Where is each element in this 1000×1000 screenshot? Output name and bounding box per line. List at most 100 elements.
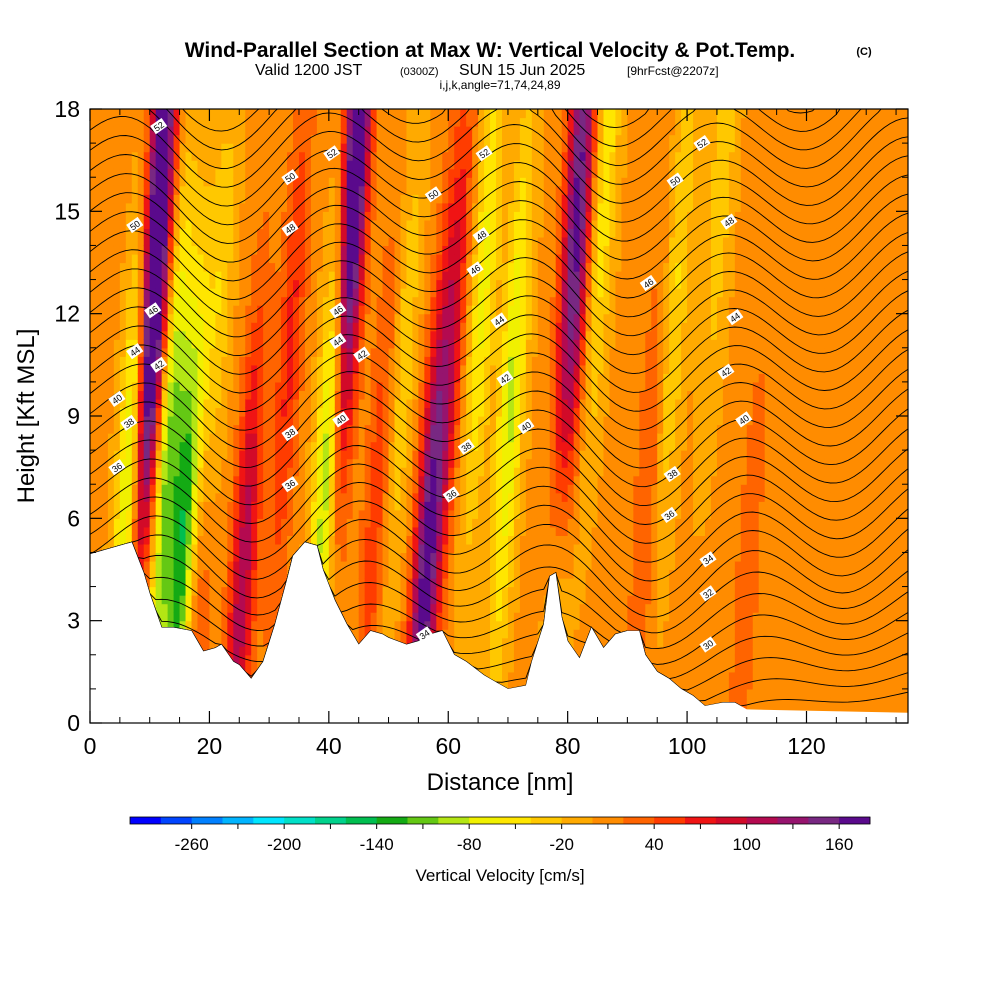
velocity-cell <box>466 168 473 178</box>
velocity-cell <box>340 185 348 195</box>
velocity-cell <box>448 552 455 562</box>
velocity-cell <box>346 202 354 212</box>
velocity-cell <box>143 398 151 409</box>
velocity-cell <box>370 518 378 528</box>
velocity-cell <box>197 492 205 502</box>
velocity-cell <box>370 612 378 622</box>
velocity-cell <box>149 219 157 229</box>
velocity-cell <box>490 398 497 409</box>
velocity-cell <box>298 236 306 247</box>
velocity-cell <box>358 509 366 519</box>
velocity-cell <box>334 219 342 229</box>
velocity-cell <box>400 194 408 204</box>
velocity-cell <box>400 160 408 170</box>
velocity-cell <box>90 492 97 502</box>
velocity-cell <box>358 560 366 571</box>
velocity-cell <box>358 313 366 323</box>
velocity-cell <box>155 543 163 554</box>
velocity-cell <box>382 288 390 298</box>
velocity-cell <box>394 424 402 434</box>
velocity-cell <box>137 492 145 502</box>
velocity-cell <box>239 663 246 673</box>
velocity-cell <box>287 279 294 289</box>
velocity-cell <box>478 424 485 434</box>
velocity-cell <box>490 586 497 596</box>
velocity-cell <box>90 245 97 255</box>
velocity-cell <box>442 390 449 400</box>
velocity-cell <box>239 126 246 136</box>
velocity-cell <box>173 109 181 119</box>
velocity-cell <box>316 194 324 204</box>
velocity-cell <box>382 620 390 630</box>
velocity-cell <box>185 560 193 571</box>
velocity-cell <box>442 356 449 366</box>
velocity-cell <box>454 245 461 255</box>
velocity-cell <box>382 424 390 434</box>
velocity-cell <box>203 194 211 204</box>
velocity-cell <box>298 228 306 238</box>
velocity-cell <box>239 407 246 417</box>
velocity-cell <box>161 398 169 409</box>
velocity-cell <box>406 364 414 374</box>
velocity-cell <box>293 339 300 349</box>
velocity-cell <box>448 126 455 136</box>
velocity-cell <box>131 134 139 144</box>
velocity-cell <box>95 518 103 528</box>
velocity-cell <box>107 296 115 306</box>
velocity-cell <box>167 134 175 144</box>
velocity-cell <box>376 117 384 127</box>
velocity-cell <box>137 390 145 400</box>
velocity-cell <box>460 126 467 136</box>
velocity-cell <box>490 177 497 187</box>
velocity-cell <box>197 424 205 434</box>
velocity-cell <box>167 484 175 494</box>
velocity-cell <box>412 509 419 519</box>
velocity-cell <box>149 211 157 221</box>
velocity-cell <box>388 296 396 306</box>
velocity-cell <box>215 134 222 144</box>
velocity-cell <box>466 416 473 426</box>
velocity-cell <box>293 492 300 502</box>
velocity-cell <box>472 271 479 281</box>
velocity-cell <box>113 253 121 264</box>
velocity-cell <box>161 416 169 426</box>
velocity-cell <box>346 398 354 409</box>
velocity-cell <box>304 262 312 272</box>
velocity-cell <box>430 134 437 144</box>
velocity-cell <box>472 279 479 289</box>
velocity-cell <box>239 526 246 536</box>
velocity-cell <box>430 271 437 281</box>
velocity-cell <box>346 177 354 187</box>
velocity-cell <box>179 151 187 161</box>
velocity-cell <box>101 535 109 545</box>
velocity-cell <box>215 245 222 255</box>
velocity-cell <box>209 211 216 221</box>
velocity-cell <box>215 219 222 229</box>
velocity-cell <box>448 458 455 468</box>
velocity-cell <box>424 185 431 195</box>
velocity-cell <box>233 467 240 477</box>
velocity-cell <box>185 313 193 323</box>
velocity-cell <box>131 407 139 417</box>
velocity-cell <box>478 185 485 195</box>
velocity-cell <box>316 109 324 119</box>
velocity-cell <box>424 603 431 613</box>
velocity-cell <box>352 381 360 392</box>
velocity-cell <box>406 492 414 502</box>
velocity-cell <box>424 501 431 511</box>
velocity-cell <box>448 560 455 571</box>
velocity-cell <box>412 168 419 178</box>
velocity-cell <box>221 364 228 374</box>
velocity-cell <box>251 603 258 613</box>
velocity-cell <box>406 228 414 238</box>
velocity-cell <box>412 501 419 511</box>
velocity-cell <box>436 407 443 417</box>
velocity-cell <box>119 262 127 272</box>
velocity-cell <box>478 620 485 630</box>
velocity-cell <box>436 492 443 502</box>
velocity-cell <box>293 381 300 392</box>
velocity-cell <box>376 578 384 588</box>
velocity-cell <box>424 228 431 238</box>
velocity-cell <box>209 441 216 451</box>
velocity-cell <box>340 296 348 306</box>
